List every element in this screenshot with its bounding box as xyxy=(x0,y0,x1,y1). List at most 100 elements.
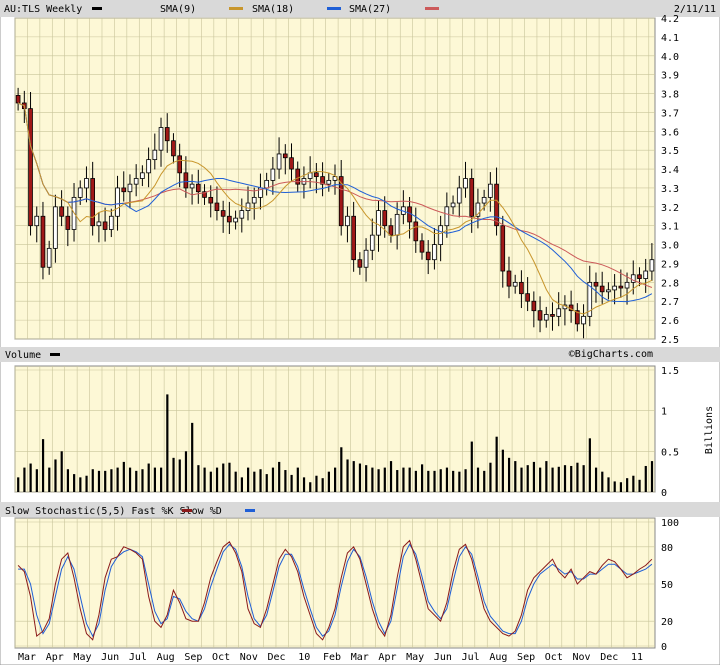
price-tick-label: 4.2 xyxy=(661,14,679,25)
volume-bar xyxy=(234,471,237,492)
volume-bar xyxy=(35,469,38,492)
candle-body xyxy=(550,314,555,317)
volume-bar xyxy=(539,467,542,492)
volume-legend-swatch xyxy=(50,353,60,356)
x-tick-label: Dec xyxy=(268,652,286,663)
volume-bar xyxy=(352,461,355,492)
candle-body xyxy=(618,285,624,289)
volume-bar xyxy=(495,436,498,492)
volume-bar xyxy=(253,471,256,492)
volume-bar xyxy=(166,394,169,492)
volume-bar xyxy=(91,469,94,492)
x-tick-label: Jul xyxy=(462,652,480,663)
candle-body xyxy=(488,183,493,198)
volume-tick-label: 0 xyxy=(661,488,667,499)
candle-body xyxy=(227,215,232,223)
price-tick-label: 3.9 xyxy=(661,71,679,82)
legend-swatch-price xyxy=(92,7,102,10)
volume-bar xyxy=(377,469,380,492)
volume-bar xyxy=(79,477,82,492)
volume-bar xyxy=(582,465,585,492)
price-tick-label: 3.5 xyxy=(661,146,679,157)
candle-body xyxy=(77,187,83,198)
stoch-tick-label: 100 xyxy=(661,518,679,529)
volume-bar xyxy=(122,461,125,492)
volume-bar xyxy=(141,469,144,492)
candle-body xyxy=(270,168,276,181)
volume-title: Volume xyxy=(5,350,41,361)
candle-body xyxy=(152,149,158,161)
volume-bar xyxy=(389,461,393,492)
sma18-line xyxy=(17,102,653,303)
candle-body xyxy=(264,179,269,189)
header-bar xyxy=(0,0,720,17)
candle-body xyxy=(643,270,649,279)
volume-unit-label: Billions xyxy=(704,406,715,454)
candle-body xyxy=(357,259,363,268)
chart-date: 2/11/11 xyxy=(674,4,716,15)
candle-body xyxy=(46,247,52,268)
volume-bar xyxy=(464,469,467,492)
volume-bar xyxy=(476,467,480,492)
candle-body xyxy=(394,213,400,236)
volume-bar xyxy=(60,451,63,492)
x-tick-label: Mar xyxy=(18,652,36,663)
legend-swatch-sma9 xyxy=(229,7,243,10)
volume-bar xyxy=(402,467,405,492)
stoch-panel xyxy=(14,517,656,649)
x-tick-label: Apr xyxy=(378,652,396,663)
candle-body xyxy=(376,210,381,236)
volume-bar xyxy=(172,457,175,492)
candle-body xyxy=(432,244,437,261)
volume-bar xyxy=(215,467,219,492)
slow-d-swatch xyxy=(245,509,255,512)
volume-bar xyxy=(452,470,455,492)
stoch-tick-label: 50 xyxy=(661,580,673,591)
candle-body xyxy=(146,159,151,174)
price-tick-label: 2.9 xyxy=(661,259,679,270)
candle-body xyxy=(121,187,127,193)
volume-bar xyxy=(563,465,567,492)
candle-body xyxy=(456,187,462,204)
candle-body xyxy=(512,281,518,287)
volume-bar xyxy=(638,479,641,492)
volume-bar xyxy=(197,465,200,492)
credit-label: ©BigCharts.com xyxy=(569,349,653,360)
candle-body xyxy=(239,210,245,219)
volume-bar xyxy=(54,459,57,492)
volume-bar xyxy=(228,462,231,492)
price-tick-label: 4.1 xyxy=(661,33,679,44)
volume-bar xyxy=(209,471,212,492)
volume-bar xyxy=(507,457,511,492)
candle-body xyxy=(289,157,294,170)
candle-body xyxy=(612,285,617,291)
volume-bar xyxy=(110,469,113,492)
volume-bar xyxy=(545,461,548,492)
candle-body xyxy=(59,206,64,217)
volume-bar xyxy=(408,467,411,492)
candle-body xyxy=(519,281,524,295)
volume-bar xyxy=(240,477,243,492)
price-tick-label: 2.5 xyxy=(661,335,679,346)
volume-header-bar xyxy=(0,347,720,362)
volume-bar xyxy=(48,467,51,492)
price-tick-label: 3.0 xyxy=(661,241,679,252)
volume-bar xyxy=(427,470,430,492)
x-tick-label: Oct xyxy=(545,652,563,663)
volume-bar xyxy=(520,467,523,492)
candle-body xyxy=(158,127,164,151)
candle-body xyxy=(171,140,176,157)
candle-body xyxy=(214,202,220,211)
candle-body xyxy=(102,221,108,230)
candle-body xyxy=(338,176,344,227)
volume-bar xyxy=(365,465,368,492)
candle-body xyxy=(413,221,419,242)
candle-body xyxy=(189,183,195,189)
candle-body xyxy=(251,196,257,204)
candle-body xyxy=(65,215,71,230)
volume-bar xyxy=(601,471,604,492)
candle-body xyxy=(208,196,214,204)
volume-bar xyxy=(184,451,188,492)
volume-bar xyxy=(414,470,417,492)
